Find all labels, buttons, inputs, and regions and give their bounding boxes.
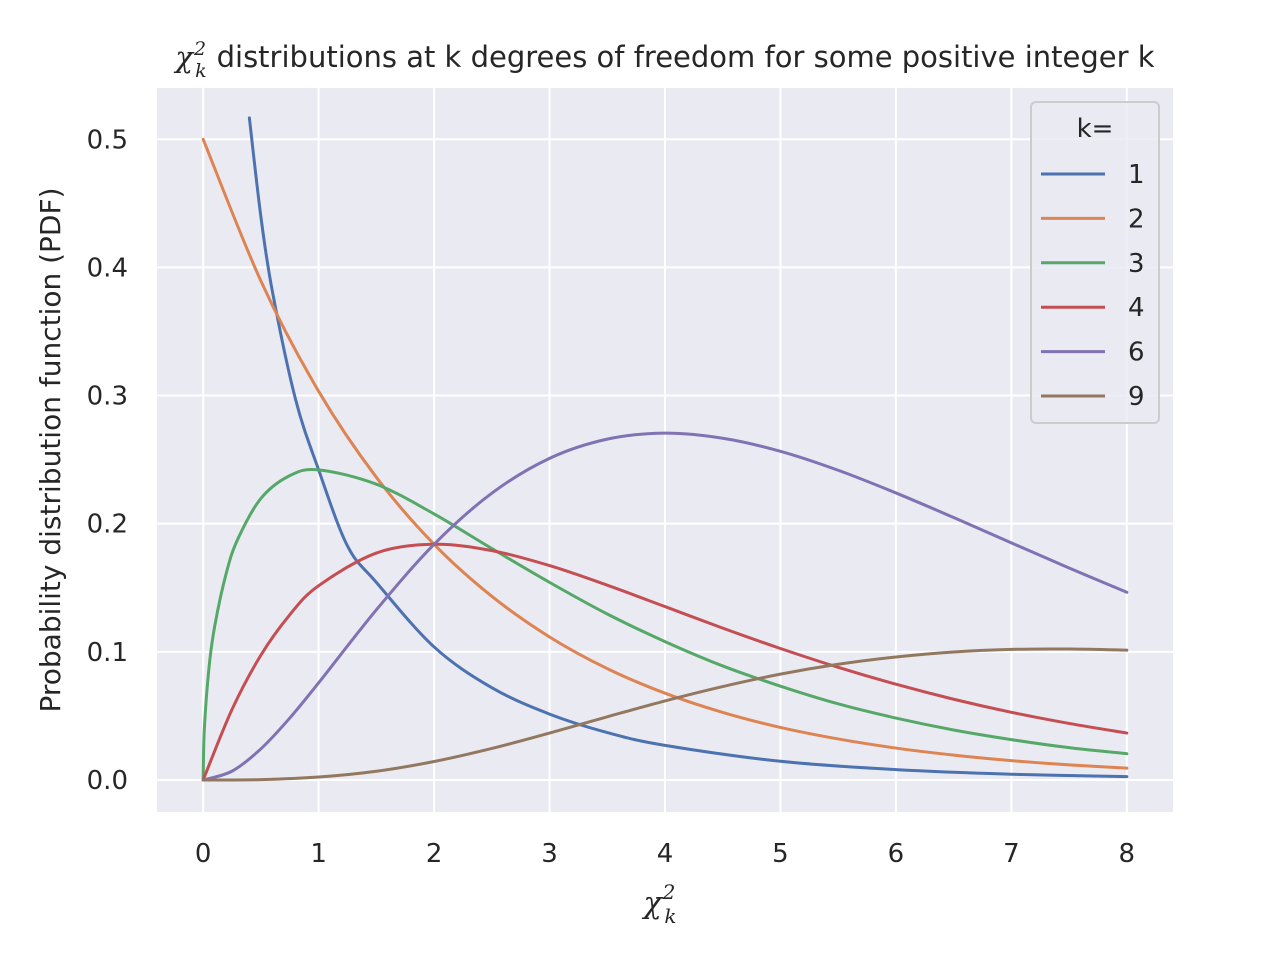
x-tick-label: 0 <box>195 839 212 869</box>
y-tick-label: 0.3 <box>87 382 128 412</box>
chart-title: χ2 k distributions at k degrees of freedom… <box>173 38 1154 82</box>
chart-title-superscript: 2 <box>193 38 206 60</box>
series-line-k2 <box>201 137 1129 770</box>
x-axis-label-subscript: k <box>664 904 676 928</box>
x-tick-label: 4 <box>657 839 674 869</box>
legend-label-k3: 3 <box>1128 249 1145 279</box>
y-tick-label: 0.1 <box>87 638 128 668</box>
legend: k= 1 2 3 4 6 9 <box>1030 101 1160 424</box>
series-line-k4 <box>201 542 1129 782</box>
x-tick-label: 1 <box>310 839 327 869</box>
x-tick-label: 2 <box>426 839 443 869</box>
x-axis-label: χ2 k <box>641 880 676 928</box>
chart-title-subscript: k <box>195 60 207 82</box>
y-tick-label: 0.2 <box>87 510 128 540</box>
y-axis-label: Probability distribution function (PDF) <box>34 187 67 712</box>
series-line-k3 <box>201 467 1129 782</box>
x-tick-label: 6 <box>888 839 905 869</box>
x-tick-label: 7 <box>1003 839 1020 869</box>
y-tick-label: 0.5 <box>87 125 128 155</box>
x-tick-labels: 0 1 2 3 4 5 6 7 8 <box>195 839 1135 869</box>
y-tick-labels: 0.0 0.1 0.2 0.3 0.4 0.5 <box>87 125 128 796</box>
x-axis-label-symbol: χ <box>641 886 663 921</box>
x-axis-label-superscript: 2 <box>662 880 676 904</box>
chart-title-text: distributions at k degrees of freedom fo… <box>217 40 1155 74</box>
y-tick-label: 0.0 <box>87 766 128 796</box>
x-tick-label: 3 <box>541 839 558 869</box>
legend-items: 1 2 3 4 6 9 <box>1041 160 1145 412</box>
y-tick-label: 0.4 <box>87 253 128 283</box>
legend-label-k9: 9 <box>1128 382 1145 412</box>
legend-label-k2: 2 <box>1128 204 1145 234</box>
chart-title-symbol: χ <box>173 40 194 74</box>
legend-title: k= <box>1077 114 1114 144</box>
legend-label-k6: 6 <box>1128 338 1145 368</box>
x-tick-label: 5 <box>772 839 789 869</box>
legend-label-k4: 4 <box>1128 293 1145 323</box>
legend-label-k1: 1 <box>1128 160 1145 190</box>
series-line-k1 <box>247 116 1129 779</box>
series-line-k9 <box>201 647 1129 782</box>
series-line-k6 <box>201 431 1129 782</box>
series-lines <box>201 116 1129 782</box>
x-tick-label: 8 <box>1119 839 1136 869</box>
